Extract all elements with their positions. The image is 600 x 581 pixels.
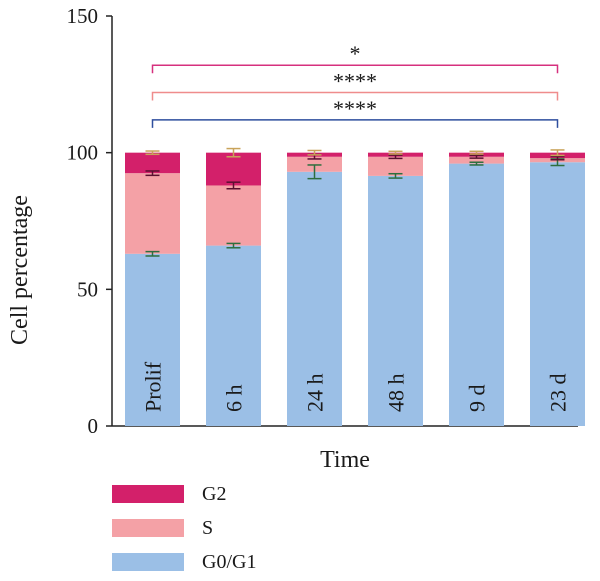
error-bar-g2-6-h (226, 147, 241, 158)
legend-label-g0g1: G0/G1 (202, 550, 257, 573)
error-bar-s-23-d (550, 155, 565, 161)
bars: Prolif 6 h 24 h 48 h 9 d 23 d (125, 147, 585, 426)
error-bar-g0-g1-48-h (388, 172, 403, 179)
error-bar-s-prolif (145, 170, 160, 177)
bar-s-prolif (125, 173, 180, 254)
bar-s-6-h (206, 185, 261, 246)
bar-s-48-h (368, 156, 423, 176)
bar-g2-prolif (125, 152, 180, 174)
legend: G2 S G0/G1 (112, 482, 362, 574)
bar-s-9-d (449, 156, 504, 164)
bar-g0-g1-prolif (125, 253, 180, 426)
significance-bracket-2 (151, 91, 559, 101)
x-axis-label: Time (320, 447, 370, 473)
error-bar-s-6-h (226, 181, 241, 190)
error-bar-g2-24-h (307, 149, 322, 156)
error-bar-s-48-h (388, 154, 403, 160)
x-tick-label-prolif: Prolif (141, 361, 166, 412)
legend-swatch-g0g1 (112, 553, 184, 571)
y-tick-label-150: 150 (67, 4, 99, 28)
y-axis-label: Cell percentage (7, 195, 33, 345)
y-tick-label-100: 100 (67, 141, 99, 165)
error-bar-g2-48-h (388, 150, 403, 155)
x-tick-label-48-h: 48 h (384, 374, 409, 413)
error-bar-g0-g1-6-h (226, 242, 241, 249)
x-tick-label-24-h: 24 h (303, 374, 328, 413)
significance-brackets: ********* (151, 41, 559, 128)
error-bar-g2-prolif (145, 150, 160, 156)
legend-label-s: S (202, 516, 214, 539)
legend-label-g2: G2 (202, 482, 227, 505)
legend-item-g0g1: G0/G1 (112, 550, 256, 574)
legend-swatch-s (112, 519, 184, 537)
error-bar-s-9-d (469, 154, 484, 159)
significance-label-1: * (350, 41, 361, 66)
x-tick-label-6-h: 6 h (222, 385, 247, 413)
significance-bracket-1 (151, 64, 559, 74)
legend-item-g2: G2 (112, 482, 226, 506)
x-tick-label-23-d: 23 d (546, 374, 571, 413)
legend-item-s: S (112, 516, 213, 540)
bar-g0-g1-24-h (287, 171, 342, 426)
significance-bracket-3 (151, 119, 559, 128)
legend-swatch-g2 (112, 485, 184, 503)
bar-g0-g1-23-d (530, 162, 585, 426)
bar-g0-g1-6-h (206, 245, 261, 426)
significance-label-3: **** (333, 96, 377, 121)
error-bar-g0-g1-9-d (469, 161, 484, 166)
error-bar-g2-9-d (469, 150, 484, 155)
bar-g2-6-h (206, 152, 261, 186)
axes: 0 50 100 150 (67, 4, 578, 438)
bar-g0-g1-48-h (368, 175, 423, 426)
significance-label-2: **** (333, 69, 377, 94)
error-bar-g0-g1-24-h (307, 164, 322, 180)
x-tick-label-9-d: 9 d (465, 385, 490, 413)
error-bar-g2-23-d (550, 149, 565, 157)
y-tick-label-0: 0 (88, 414, 99, 438)
bar-g0-g1-9-d (449, 163, 504, 426)
error-bar-g0-g1-prolif (145, 250, 160, 257)
y-tick-label-50: 50 (77, 277, 98, 301)
